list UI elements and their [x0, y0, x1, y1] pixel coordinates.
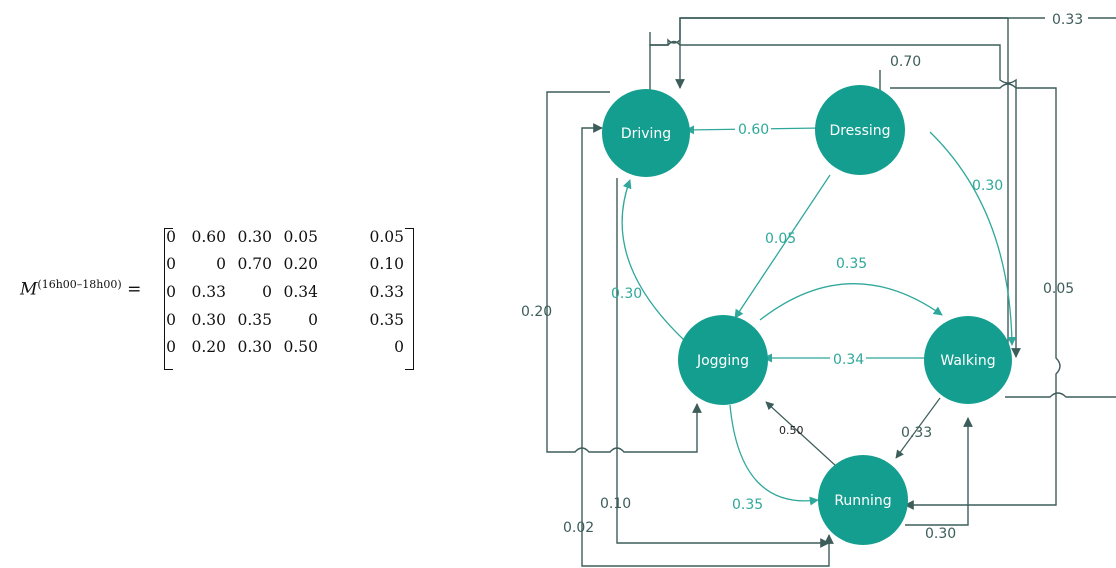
edge-top-loop: [649, 17, 1116, 357]
edge-dressing-jogging: [734, 174, 831, 319]
matrix-cell: 0.30: [237, 338, 272, 356]
matrix-cell: 0.30: [191, 311, 226, 329]
matrix-cell: 0: [166, 228, 176, 246]
label-jogging-driving: 0.30: [611, 286, 642, 302]
edge-top-loop-arrow: [675, 17, 1008, 89]
label-walking-running: 0.33: [901, 425, 932, 441]
matrix-row: 0 0.60 0.30 0.05 0.05: [164, 228, 414, 250]
label-running-jogging: 0.50: [779, 424, 804, 437]
label-dressing-top: 0.70: [890, 54, 921, 70]
matrix-cell: 0: [166, 255, 176, 273]
node-driving-label: Driving: [621, 126, 671, 142]
matrix-cell: 0: [394, 338, 404, 356]
label-walking-jogging: 0.34: [833, 352, 864, 368]
matrix-row: 0 0.20 0.30 0.50 0: [164, 338, 414, 360]
edge-running-jogging: [765, 401, 837, 467]
matrix-cell: 0.35: [237, 311, 272, 329]
matrix-cell: 0.34: [283, 283, 318, 301]
edge-bottom-loop: [581, 452, 834, 567]
matrix-row: 0 0 0.70 0.20 0.10: [164, 255, 414, 277]
node-jogging: Jogging: [678, 315, 768, 405]
matrix-row: 0 0.33 0 0.34 0.33: [164, 283, 414, 305]
left-bracket: [164, 228, 173, 370]
matrix-cell: 0.50: [283, 338, 318, 356]
node-driving: Driving: [602, 89, 690, 177]
matrix-cell: 0.05: [283, 228, 318, 246]
matrix-cell: 0: [166, 283, 176, 301]
matrix-cell: 0.33: [191, 283, 226, 301]
edge-dressing-walking: [929, 131, 1017, 346]
edge-jogging-running: [729, 404, 819, 506]
matrix-cell: 0: [308, 311, 318, 329]
matrix-cell: 0.10: [369, 255, 404, 273]
label-bottom-loop: 0.02: [563, 520, 594, 536]
matrix-symbol: M: [20, 279, 38, 300]
matrix-cell: 0: [216, 255, 226, 273]
node-walking-label: Walking: [940, 353, 995, 369]
label-left-inner: 0.10: [600, 496, 631, 512]
matrix-cell: 0: [166, 311, 176, 329]
label-dressing-walking: 0.30: [972, 178, 1003, 194]
edge-left-inner: [581, 123, 603, 452]
edge-right-loop: [890, 83, 1061, 510]
edge-driving-running: [616, 178, 830, 548]
matrix-grid: 0 0.60 0.30 0.05 0.05 0 0 0.70 0.20 0.10…: [164, 226, 414, 376]
right-bracket: [405, 228, 414, 370]
matrix-cell: 0.33: [369, 283, 404, 301]
node-dressing: Dressing: [815, 85, 905, 175]
matrix-cell: 0.30: [237, 228, 272, 246]
matrix-cell: 0.35: [369, 311, 404, 329]
node-dressing-label: Dressing: [829, 123, 890, 139]
matrix-superscript: (16h00–18h00): [37, 278, 122, 291]
node-jogging-label: Jogging: [696, 353, 749, 369]
label-left-outer: 0.20: [521, 304, 552, 320]
matrix-cell: 0.05: [369, 228, 404, 246]
edge-left-outer: [546, 91, 702, 453]
edge-jogging-walking: [759, 283, 943, 321]
label-jogging-walking: 0.35: [836, 256, 867, 272]
matrix-row: 0 0.30 0.35 0 0.35: [164, 311, 414, 333]
edge-dressing-top: [649, 40, 1016, 358]
edge-running-walking: [905, 417, 973, 526]
label-running-walking: 0.30: [925, 526, 956, 542]
label-jogging-running: 0.35: [732, 497, 763, 513]
matrix-cell: 0.70: [237, 255, 272, 273]
node-running: Running: [818, 455, 908, 545]
matrix-cell: 0: [166, 338, 176, 356]
label-top-loop: 0.33: [1052, 12, 1083, 28]
label-right-loop: 0.05: [1043, 281, 1074, 297]
matrix-label: M(16h00–18h00) =: [20, 278, 141, 300]
matrix-cell: 0.60: [191, 228, 226, 246]
edge-walking-right: [1005, 392, 1116, 398]
edge-walking-running: [895, 397, 941, 459]
label-dressing-jogging: 0.05: [765, 231, 796, 247]
label-dressing-driving: 0.60: [738, 122, 769, 138]
matrix-equals: =: [127, 279, 142, 300]
edge-jogging-driving: [621, 179, 685, 341]
matrix-cell: 0: [262, 283, 272, 301]
node-running-label: Running: [834, 493, 891, 509]
matrix-cell: 0.20: [283, 255, 318, 273]
node-walking: Walking: [924, 316, 1012, 404]
matrix-cell: 0.20: [191, 338, 226, 356]
